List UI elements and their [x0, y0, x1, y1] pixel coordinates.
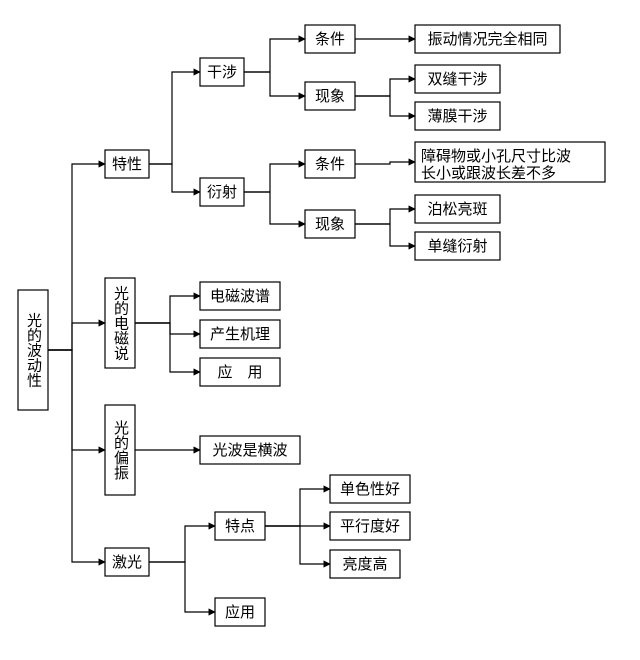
tree-diagram: 光的波动性特性光的电磁说光的偏振激光干涉衍射条件现象振动情况完全相同双缝干涉薄膜…	[0, 0, 640, 660]
node-gs_xx: 现象	[305, 82, 355, 110]
edge-gs_xx-to-gs_bm	[355, 96, 415, 116]
edge-root-to-pianzhen	[48, 350, 105, 450]
node-ys_xx-label: 现象	[315, 216, 345, 233]
node-gs_tj-label: 条件	[315, 31, 345, 48]
node-dianci-label: 光的电磁说	[112, 286, 129, 362]
edge-dianci-to-dc_pu	[135, 296, 200, 323]
node-gs_bm: 薄膜干涉	[415, 102, 500, 130]
node-ganshe: 干涉	[200, 58, 244, 86]
edge-yanshe-to-ys_xx	[244, 192, 305, 224]
node-jiguang-label: 激光	[112, 554, 142, 571]
node-gs_tj_r-label: 振动情况完全相同	[427, 30, 547, 48]
edge-jiguang-to-jg_td	[149, 526, 215, 562]
node-jg_pxd: 平行度好	[330, 512, 410, 540]
edge-ys_xx-to-ys_bs	[355, 209, 415, 224]
node-jiguang: 激光	[105, 548, 149, 576]
edge-dianci-to-dc_jl	[135, 323, 200, 334]
node-ys_tj-label: 条件	[315, 156, 345, 173]
edge-ganshe-to-gs_tj	[244, 39, 305, 72]
node-ys_bs-label: 泊松亮斑	[427, 201, 487, 218]
edge-root-to-texing	[48, 164, 105, 350]
node-root: 光的波动性	[18, 290, 48, 410]
node-gs_tj_r: 振动情况完全相同	[415, 25, 560, 53]
edge-texing-to-yanshe	[149, 164, 200, 192]
node-gs_tj: 条件	[305, 25, 355, 53]
node-dc_yy: 应 用	[200, 358, 280, 386]
node-ys_df: 单缝衍射	[415, 232, 500, 260]
node-jg_dsx: 单色性好	[330, 475, 410, 503]
node-jg_td: 特点	[215, 512, 265, 540]
node-jg_yy: 应用	[215, 598, 265, 626]
node-yanshe: 衍射	[200, 178, 244, 206]
node-jg_pxd-label: 平行度好	[340, 518, 400, 535]
node-ys_df-label: 单缝衍射	[427, 238, 487, 255]
node-dc_jl-label: 产生机理	[210, 326, 270, 343]
node-dc_yy-label: 应 用	[217, 363, 262, 381]
node-gs_sf-label: 双缝干涉	[427, 71, 487, 88]
node-texing-label: 特性	[112, 156, 142, 173]
edge-root-to-dianci	[48, 323, 105, 350]
node-gs_bm-label: 薄膜干涉	[427, 108, 487, 125]
node-jg_td-label: 特点	[225, 518, 255, 535]
node-dianci: 光的电磁说	[105, 278, 135, 368]
node-dc_jl: 产生机理	[200, 320, 280, 348]
edge-jiguang-to-jg_yy	[149, 562, 215, 612]
node-yanshe-label: 衍射	[207, 184, 237, 201]
node-gs_xx-label: 现象	[315, 88, 345, 105]
node-root-label: 光的波动性	[25, 313, 42, 388]
edge-ys_tj-to-ys_tj_r	[355, 162, 415, 164]
node-pianzhen: 光的偏振	[105, 405, 135, 495]
node-ys_tj_r-label: 障碍物或小孔尺寸比波长小或跟波长差不多	[421, 147, 571, 182]
node-dc_pu: 电磁波谱	[200, 282, 280, 310]
node-ys_xx: 现象	[305, 210, 355, 238]
edge-dianci-to-dc_yy	[135, 323, 200, 372]
node-dc_pu-label: 电磁波谱	[210, 288, 270, 305]
edge-ganshe-to-gs_xx	[244, 72, 305, 96]
node-jg_ldg-label: 亮度高	[342, 556, 387, 573]
node-ys_tj_r: 障碍物或小孔尺寸比波长小或跟波长差不多	[415, 142, 605, 182]
node-ys_tj: 条件	[305, 150, 355, 178]
node-ganshe-label: 干涉	[207, 64, 237, 81]
node-jg_dsx-label: 单色性好	[340, 481, 400, 498]
node-ys_bs: 泊松亮斑	[415, 195, 500, 223]
nodes-layer: 光的波动性特性光的电磁说光的偏振激光干涉衍射条件现象振动情况完全相同双缝干涉薄膜…	[18, 25, 605, 626]
edge-jg_td-to-jg_ldg	[265, 526, 330, 564]
edge-jg_td-to-jg_dsx	[265, 489, 330, 526]
node-texing: 特性	[105, 150, 149, 178]
edge-ys_xx-to-ys_df	[355, 224, 415, 246]
node-gs_sf: 双缝干涉	[415, 65, 500, 93]
node-jg_ldg: 亮度高	[330, 550, 400, 578]
node-jg_yy-label: 应用	[225, 603, 255, 621]
edge-texing-to-ganshe	[149, 72, 200, 164]
edge-gs_xx-to-gs_sf	[355, 79, 415, 96]
node-pz_r: 光波是横波	[200, 436, 300, 464]
edge-yanshe-to-ys_tj	[244, 164, 305, 192]
node-pianzhen-label: 光的偏振	[112, 420, 129, 481]
edge-root-to-jiguang	[48, 350, 105, 562]
node-pz_r-label: 光波是横波	[212, 442, 287, 459]
